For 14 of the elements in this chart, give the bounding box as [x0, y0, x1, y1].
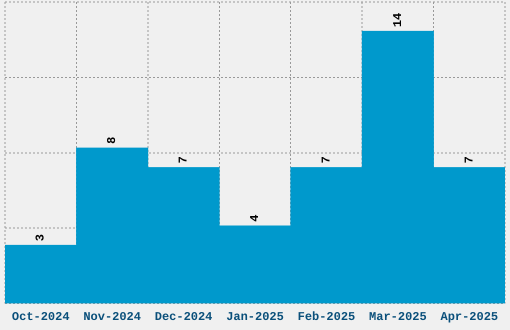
x-tick-label: Dec-2024 [154, 310, 212, 324]
x-tick-label: Jan-2025 [226, 310, 284, 324]
data-label: 7 [176, 156, 191, 164]
data-label: 7 [319, 156, 334, 164]
x-tick-label: Oct-2024 [12, 310, 70, 324]
x-tick-label: Nov-2024 [83, 310, 141, 324]
data-label: 4 [248, 214, 262, 222]
x-tick-label: Apr-2025 [440, 310, 498, 324]
data-label: 7 [462, 156, 476, 164]
data-label: 3 [34, 234, 48, 242]
data-label: 14 [390, 12, 405, 28]
x-tick-label: Mar-2025 [369, 310, 427, 324]
x-tick-label: Feb-2025 [298, 310, 356, 324]
data-label: 8 [105, 136, 120, 144]
